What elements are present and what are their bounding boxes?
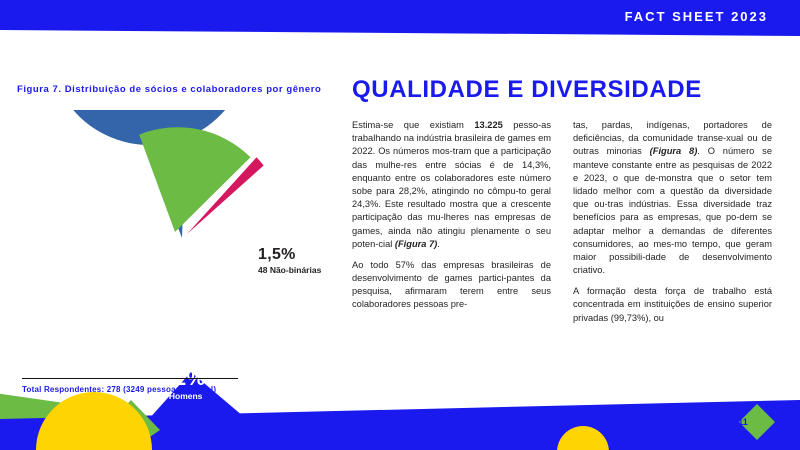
- yellow-circle-left: [36, 392, 152, 450]
- pie-slice-nao-binarias: [187, 157, 264, 234]
- pie-slice-mulheres: [139, 127, 251, 232]
- article-columns: Estima-se que existiam 13.225 pesso-as t…: [352, 119, 772, 325]
- left-paragraph-1: Estima-se que existiam 13.225 pesso-as t…: [352, 119, 551, 251]
- page-number: 11: [738, 417, 748, 427]
- figure-caption: Figura 7. Distribuição de sócios e colab…: [17, 84, 322, 95]
- green-diamond-small: [103, 400, 160, 450]
- right-p1-figure-ref: (Figura 8): [649, 146, 698, 157]
- blue-bottom-band: [0, 400, 800, 450]
- yellow-circle-right: [557, 426, 609, 450]
- article-column-right: tas, pardas, indígenas, portadores de de…: [573, 119, 772, 325]
- article-block: QUALIDADE E DIVERSIDADE Estima-se que ex…: [352, 78, 772, 325]
- left-p1-text-c: .: [437, 238, 440, 249]
- right-paragraph-2: A formação desta força de trabalho está …: [573, 286, 772, 323]
- pie-chart: 24,3% 789 Mulheres 74,2% 2412 Homens 1,5…: [0, 110, 350, 401]
- article-heading: QUALIDADE E DIVERSIDADE: [352, 76, 702, 103]
- green-triangle-left: [0, 393, 78, 450]
- article-column-left: Estima-se que existiam 13.225 pesso-as t…: [352, 119, 551, 312]
- left-p1-text-b: pesso-as trabalhando na indústria brasil…: [352, 120, 551, 249]
- left-p1-highlight: 13.225: [474, 120, 503, 130]
- left-p1-text-a: Estima-se que existiam: [352, 120, 475, 130]
- pie-chart-svg: [73, 110, 264, 238]
- total-divider-rule: [22, 378, 238, 379]
- right-p1-text-b: . O número se manteve constante entre as…: [573, 146, 772, 276]
- right-paragraph-1: tas, pardas, indígenas, portadores de de…: [573, 119, 772, 277]
- left-paragraph-2: Ao todo 57% das empresas brasileiras de …: [352, 259, 551, 310]
- right-p1-text-a: tas, pardas, indígenas, portadores de de…: [573, 120, 772, 157]
- total-respondents-note: Total Respondentes: 278 (3249 pessoas no…: [22, 385, 217, 394]
- blue-pennant-arrow: [148, 372, 250, 450]
- left-p1-figure-ref: (Figura 7): [394, 238, 438, 249]
- fact-sheet-label: FACT SHEET 2023: [624, 9, 768, 24]
